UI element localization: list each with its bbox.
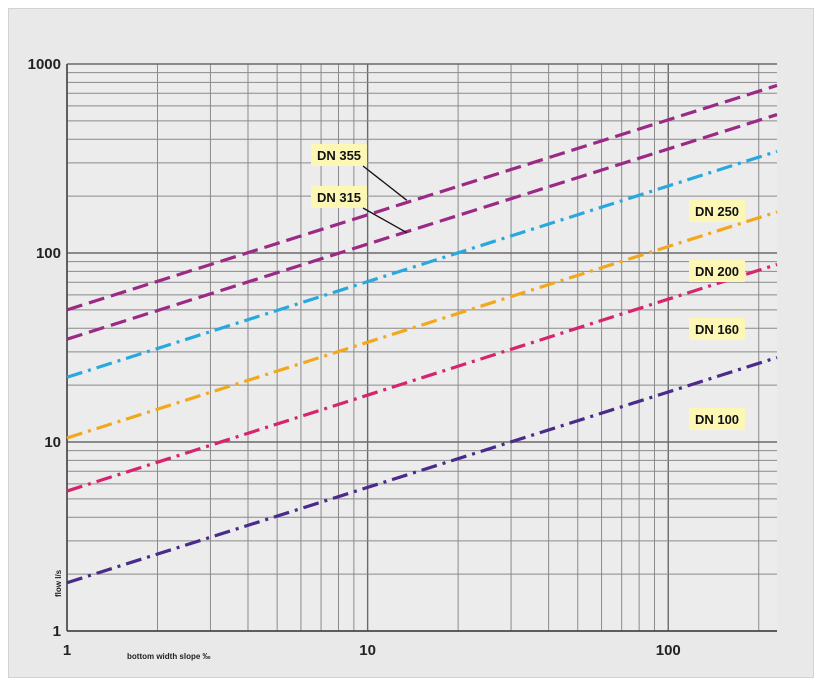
dn-label-leader [362,207,408,234]
y-tick-label: 1000 [28,56,61,73]
dn-label-bg [689,260,745,282]
dn-label: DN 200 [689,260,745,282]
y-tick-label: 100 [36,245,61,262]
series-line-dn-160 [66,262,778,493]
dn-label: DN 100 [689,408,745,430]
x-tick-label: 100 [656,642,681,659]
dn-label: DN 355 [311,144,408,201]
y-axis-title: flow l/s [54,569,63,597]
series-line-dn-250 [66,149,778,379]
dn-label-bg [689,200,745,222]
series-line-dn-355 [66,83,778,312]
dn-label: DN 160 [689,318,745,340]
chart-frame: 1 10 100 1000 1 10 100 bottom width slope ‰ flow… [8,8,814,678]
dn-label-text: DN 250 [695,204,739,219]
x-tick-label: 1 [63,642,71,659]
dn-label-text: DN 160 [695,322,739,337]
dn-label-bg [311,186,367,208]
dn-label: DN 250 [689,200,745,222]
dn-label-text: DN 100 [695,412,739,427]
dn-label: DN 315 [311,186,408,234]
dn-label-bg [311,144,367,166]
y-tick-label: 1 [53,623,61,640]
dn-label-bg [689,318,745,340]
dn-label-text: DN 200 [695,264,739,279]
plot-area [67,64,777,631]
series-labels: DN 355 DN 315 DN 250 DN 200 DN 160 DN 100 [311,144,745,430]
dn-label-bg [689,408,745,430]
x-tick-label: 10 [359,642,376,659]
dn-label-leader [362,165,408,201]
series-line-dn-100 [66,355,778,585]
series-line-dn-200 [66,210,778,440]
dn-label-text: DN 315 [317,190,361,205]
series-line-dn-315 [66,113,778,341]
flow-chart: 1 10 100 1000 1 10 100 bottom width slope ‰ flow… [28,56,778,661]
dn-label-text: DN 355 [317,148,361,163]
y-tick-label: 10 [44,434,61,451]
x-axis-title: bottom width slope ‰ [127,652,211,661]
series-group [66,83,778,585]
